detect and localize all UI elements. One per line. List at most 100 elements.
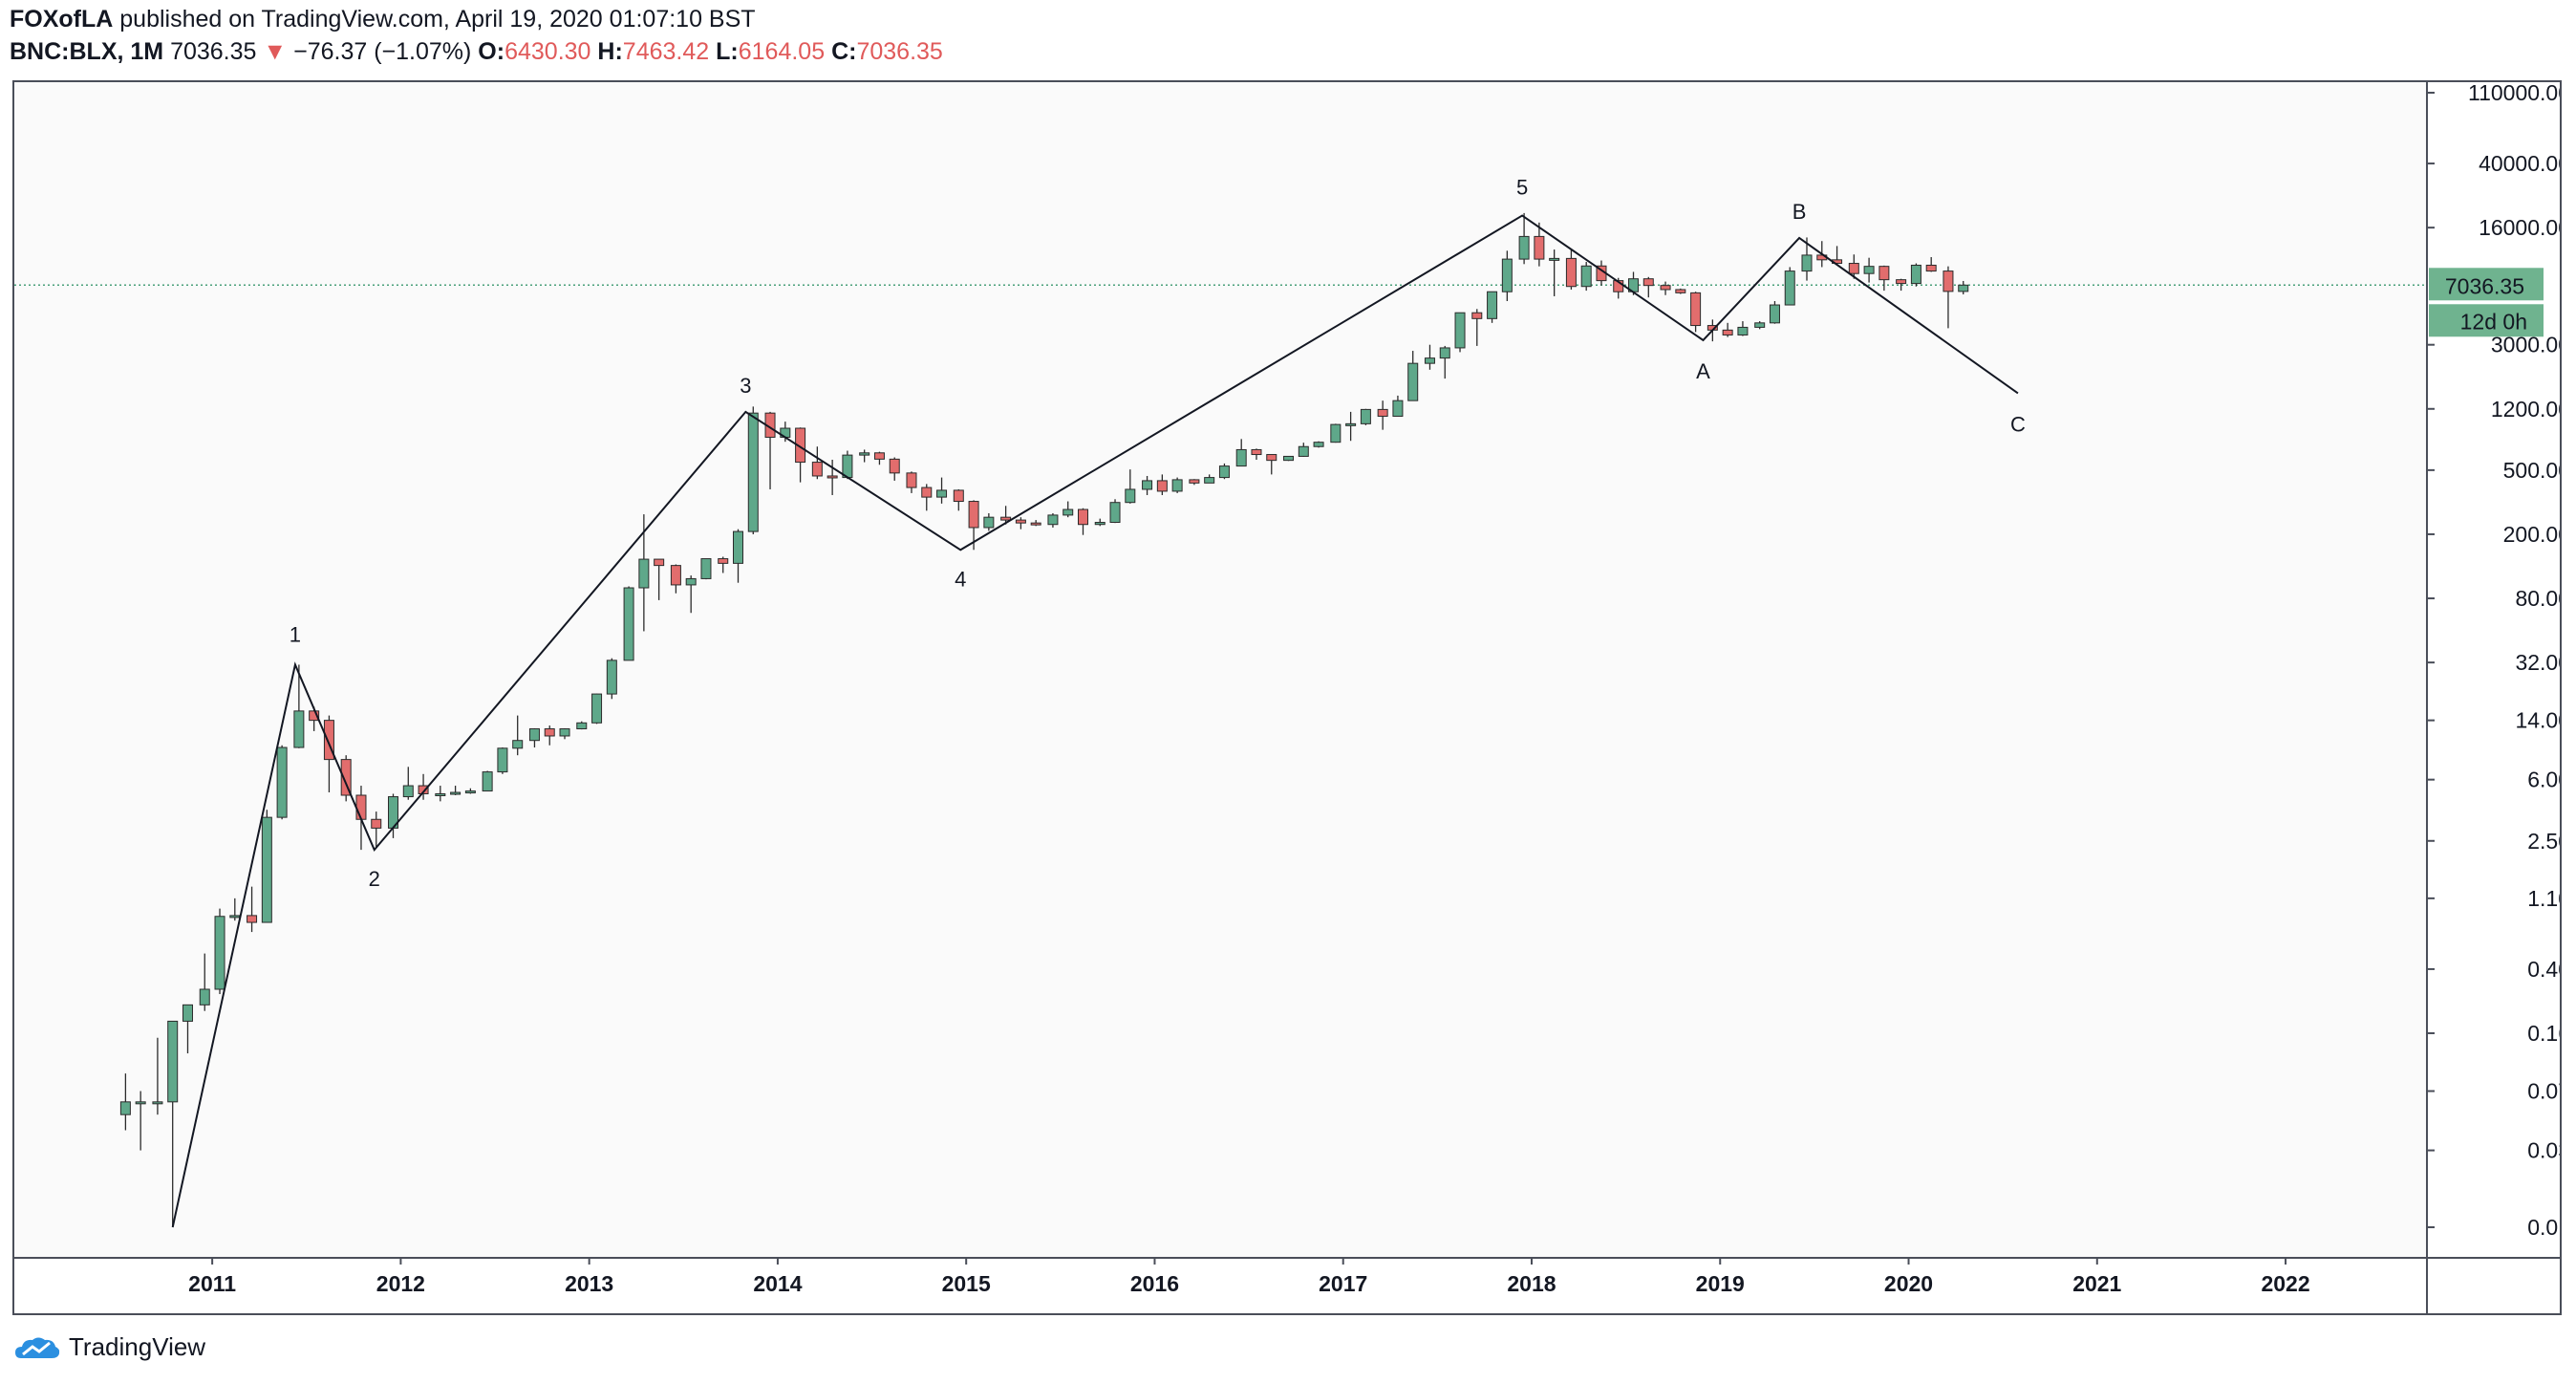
candle-up [119, 1101, 131, 1115]
candle-down [1266, 454, 1277, 462]
candle-down [889, 458, 900, 474]
price-tick-label: 1200.00 [2491, 397, 2560, 422]
price-tick-label: 0.40 [2527, 957, 2560, 982]
candle-down [544, 728, 555, 737]
time-tick-label: 2016 [1130, 1271, 1179, 1296]
candle-up [1424, 357, 1435, 364]
price-tick-label: 110000.00 [2468, 82, 2560, 105]
candle-up [638, 558, 650, 589]
candle-up [135, 1101, 146, 1105]
time-tick-label: 2018 [1507, 1271, 1556, 1296]
chart-area[interactable]: 110000.0040000.0016000.003000.001200.005… [12, 80, 2562, 1315]
candle-down [1943, 270, 1954, 292]
price-tick-label: 16000.00 [2479, 215, 2560, 240]
candle-up [182, 1004, 193, 1022]
candle-down [1471, 312, 1483, 319]
candle-up [528, 728, 540, 742]
candle-up [261, 816, 272, 923]
wave-label-2: 2 [369, 867, 380, 891]
price-tick-label: 14.00 [2515, 708, 2560, 733]
tradingview-brand[interactable]: TradingView [69, 1332, 206, 1361]
high-label: H: [597, 38, 623, 65]
candle-up [1737, 326, 1749, 335]
candle-up [293, 710, 305, 748]
wave-label-c: C [2010, 412, 2026, 436]
candle-up [1487, 291, 1498, 319]
candle-down [1660, 285, 1671, 291]
candle-up [435, 793, 446, 797]
price-tick-label: 80.00 [2515, 586, 2560, 611]
price-tick-label: 0.16 [2527, 1021, 2560, 1046]
candle-down [340, 759, 352, 796]
candle-up [497, 747, 508, 773]
candle-up [1298, 445, 1309, 457]
last-price: 7036.35 [170, 38, 257, 65]
candle-down [1722, 329, 1733, 335]
candle-up [983, 516, 995, 529]
candle-up [1283, 455, 1295, 462]
candle-up [1360, 408, 1371, 424]
candle-up [450, 791, 462, 795]
candle-up [1501, 258, 1513, 292]
candle-up [685, 577, 697, 586]
price-tick-label: 2.50 [2527, 829, 2560, 854]
candle-up [199, 988, 210, 1006]
candle-down [1642, 278, 1654, 287]
price-chart[interactable]: 110000.0040000.0016000.003000.001200.005… [14, 82, 2560, 1313]
candle-up [1313, 442, 1324, 447]
candle-up [1518, 235, 1530, 260]
time-tick-label: 2014 [753, 1271, 802, 1296]
candle-up [276, 746, 288, 818]
author-name[interactable]: FOXofLA [10, 6, 114, 32]
price-tick-label: 0.01 [2527, 1215, 2560, 1240]
tradingview-cloud-icon[interactable] [13, 1333, 61, 1362]
candle-up [559, 728, 570, 737]
candle-up [1454, 312, 1466, 349]
candle-up [464, 790, 476, 794]
candle-down [1015, 519, 1026, 524]
candle-up [1345, 422, 1357, 426]
time-tick-label: 2015 [942, 1271, 991, 1296]
candle-down [921, 487, 933, 498]
candle-down [1534, 235, 1545, 260]
candle-up [1910, 264, 1921, 285]
symbol-label: BNC:BLX, 1M [10, 38, 164, 65]
candle-up [512, 740, 524, 749]
candle-down [1675, 289, 1686, 293]
candle-down [1690, 292, 1702, 327]
time-tick-label: 2013 [565, 1271, 613, 1296]
candle-up [1063, 508, 1074, 516]
candle-down [811, 462, 823, 477]
candle-up [1769, 304, 1780, 324]
candle-down [1878, 266, 1890, 281]
candle-up [1801, 254, 1813, 272]
elliott-wave-line [171, 214, 2019, 1228]
wave-label-3: 3 [740, 374, 751, 398]
candle-up [229, 915, 241, 919]
candle-down [670, 565, 681, 586]
candle-down [953, 489, 964, 503]
candle-up [1094, 522, 1106, 526]
candle-up [402, 785, 414, 798]
candle-up [747, 412, 759, 532]
candle-up [1784, 270, 1795, 306]
close-value: 7036.35 [856, 38, 943, 65]
low-value: 6164.05 [738, 38, 826, 65]
candle-down [873, 452, 885, 460]
time-tick-label: 2019 [1696, 1271, 1745, 1296]
countdown-label: 12d 0h [2460, 309, 2527, 334]
footer: TradingView [13, 1332, 205, 1362]
candle-down [1156, 480, 1168, 492]
candle-up [1407, 362, 1419, 401]
wave-label-b: B [1792, 200, 1807, 224]
wave-label-1: 1 [290, 622, 301, 646]
candle-down [1251, 448, 1262, 456]
wave-label-4: 4 [955, 567, 966, 591]
candle-down [906, 472, 917, 488]
publish-info: FOXofLA published on TradingView.com, Ap… [10, 6, 756, 33]
change-text: −76.37 (−1.07%) [293, 38, 472, 65]
price-tick-label: 40000.00 [2479, 151, 2560, 176]
candle-up [1171, 479, 1183, 492]
candle-down [371, 818, 382, 829]
candle-up [623, 587, 634, 661]
